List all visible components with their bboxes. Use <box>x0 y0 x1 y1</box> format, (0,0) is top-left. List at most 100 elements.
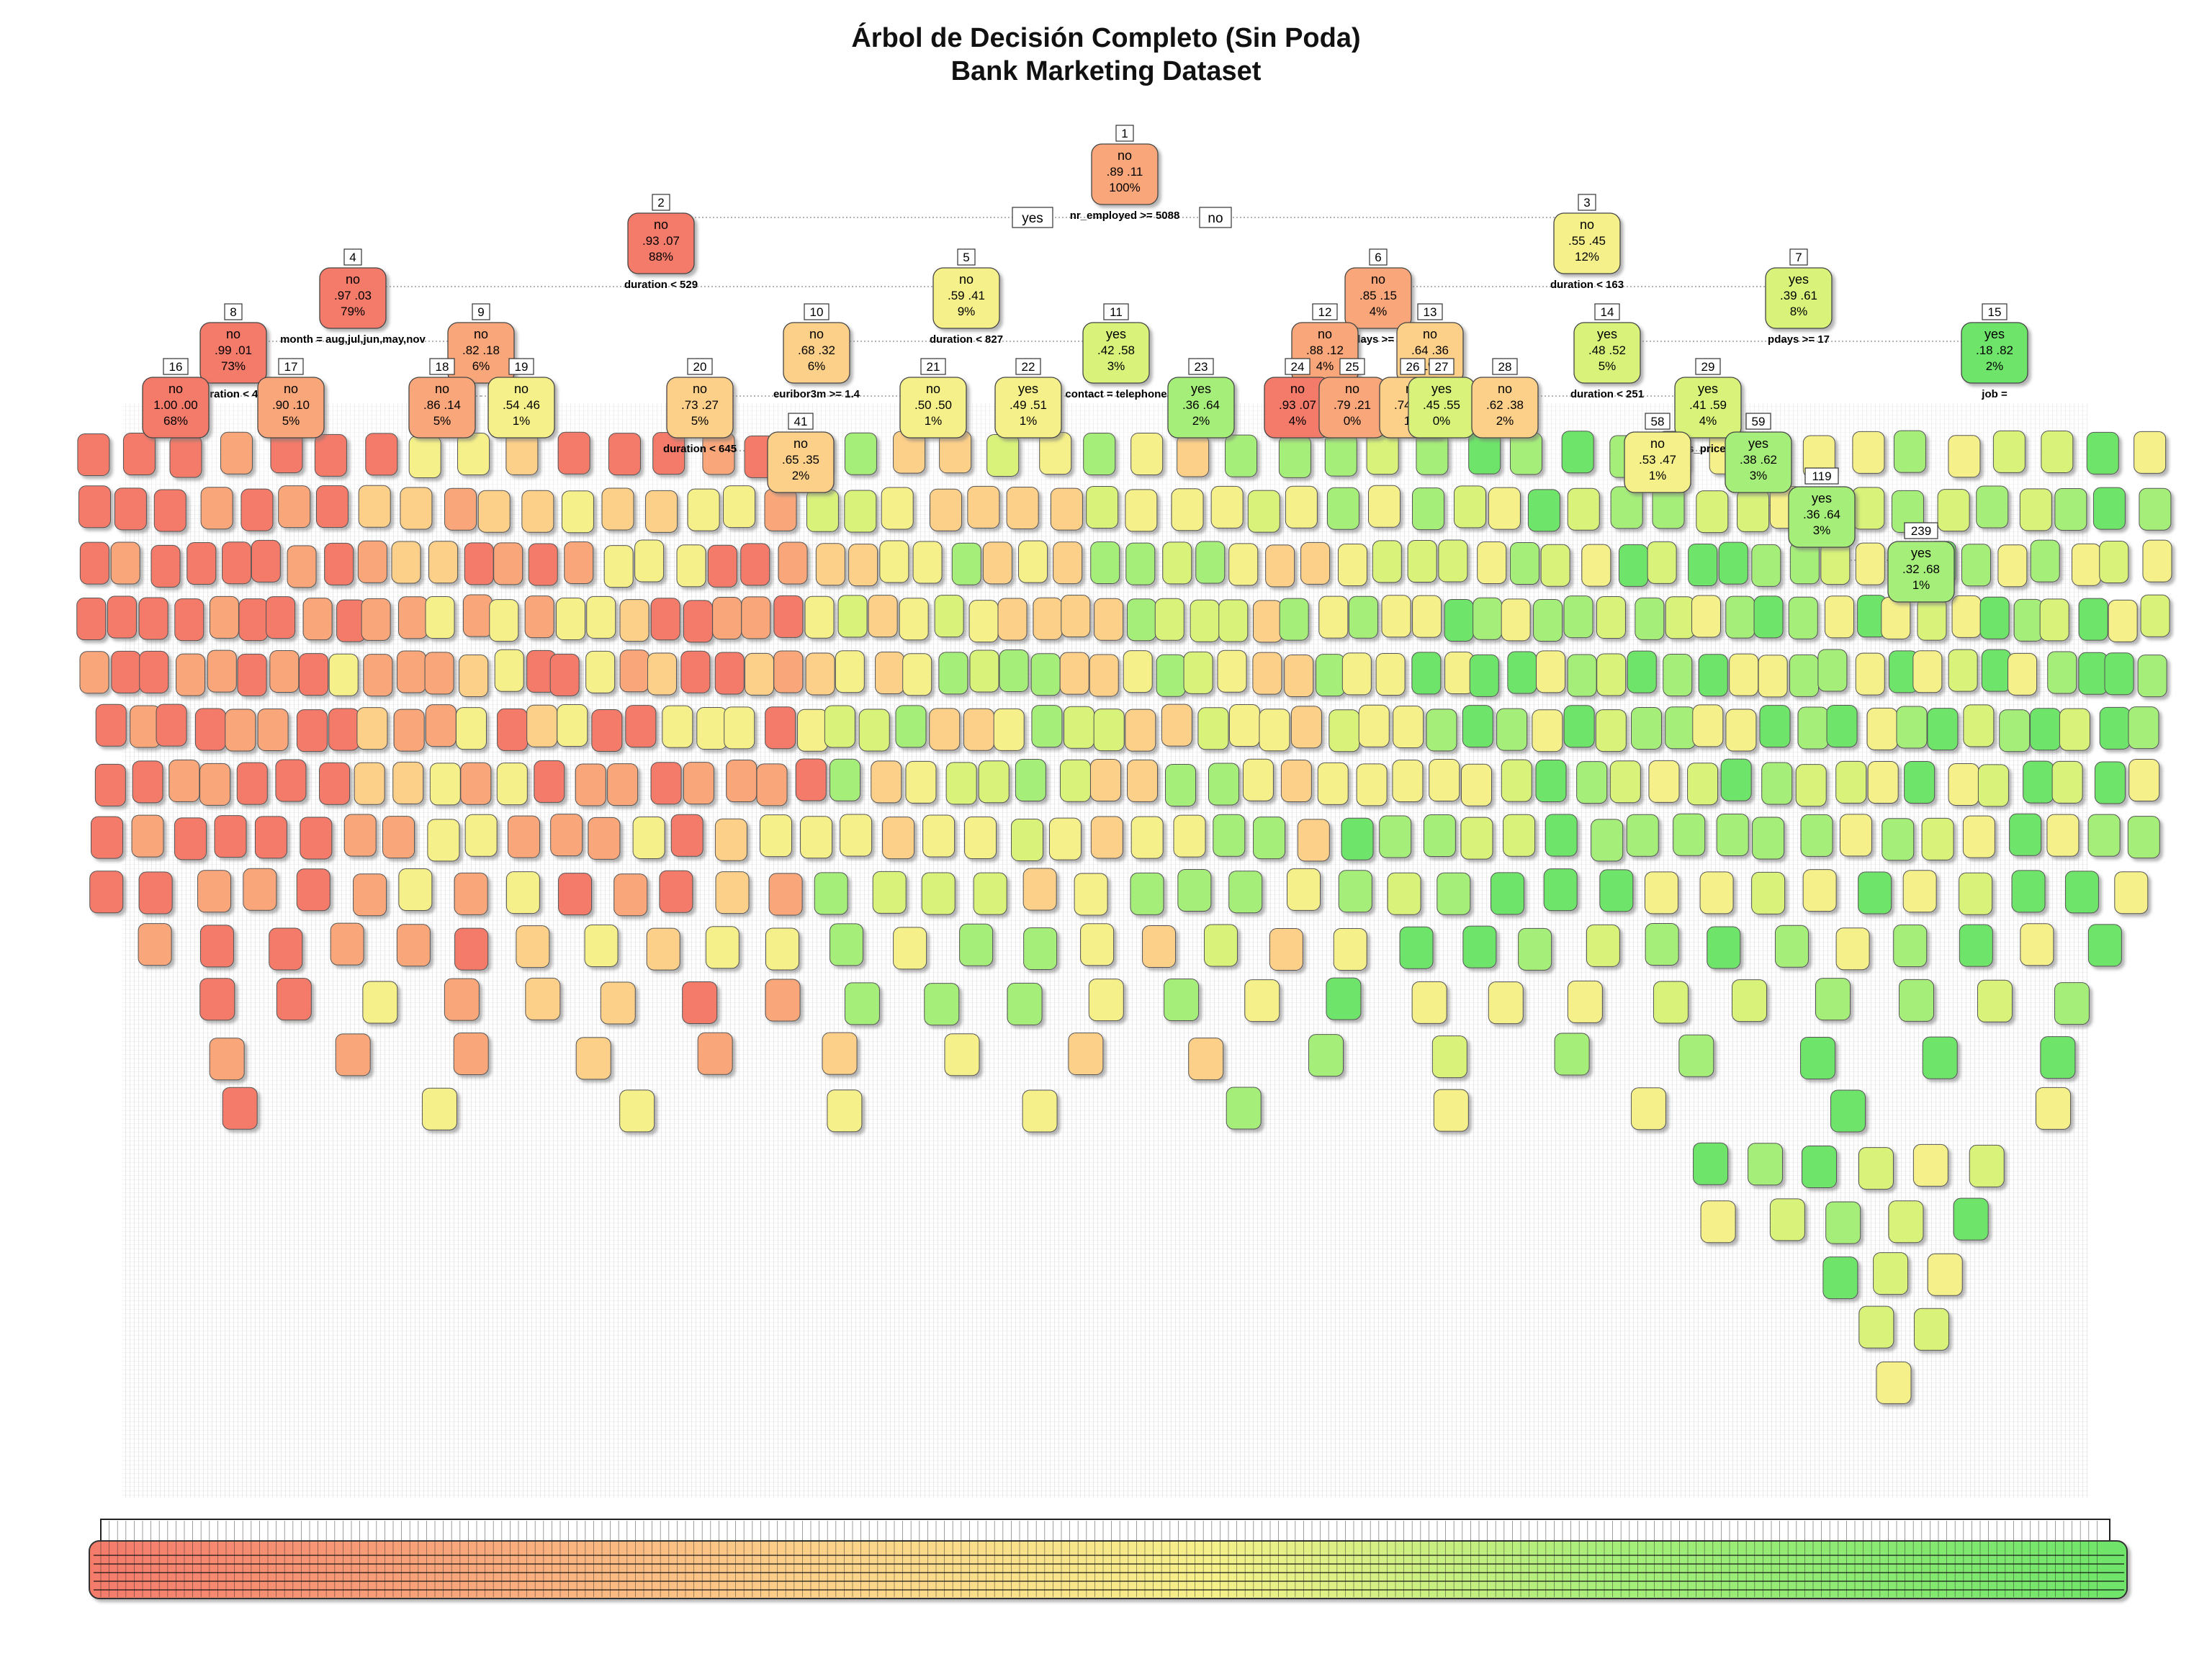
tree-node-box <box>1921 817 1954 860</box>
node-id-box <box>1982 303 2008 320</box>
node-probabilities: .64 .36 <box>1411 343 1449 357</box>
tree-node-box <box>1753 595 1784 639</box>
node-percent: 6% <box>472 359 490 373</box>
tree-node-box <box>534 760 565 803</box>
tree-node-box <box>1665 596 1695 639</box>
node-split-rule: duration < 827 <box>930 333 1003 346</box>
node-box <box>932 267 1000 329</box>
node-box <box>199 322 267 384</box>
node-id-box <box>1904 522 1938 539</box>
tree-node-box <box>1018 540 1048 583</box>
tree-node-box <box>871 760 902 804</box>
tree-node-box <box>421 1087 457 1130</box>
tree-node-box <box>1064 706 1095 749</box>
node-id: 18 <box>436 360 449 374</box>
node-probabilities: .85 .15 <box>1359 289 1397 302</box>
node-box <box>1471 377 1539 439</box>
tree-node-box <box>110 541 140 585</box>
tree-node-box <box>1969 1144 2005 1187</box>
tree-node-box <box>1433 1089 1469 1132</box>
tree-node-box <box>837 595 868 638</box>
tree-node-box <box>1226 1087 1262 1130</box>
tree-node-box <box>881 487 914 530</box>
tree-node-box <box>650 598 680 641</box>
tree-node-box <box>1496 708 1528 751</box>
tree-node-box <box>600 981 636 1025</box>
tree-node-box <box>222 1087 258 1130</box>
tree-node-box <box>107 595 137 639</box>
tree-node-box <box>209 1038 245 1081</box>
node-id-box <box>343 248 362 266</box>
tree-node-box <box>1059 759 1091 802</box>
node-percent: 5% <box>433 414 451 428</box>
node-probabilities: .41 .59 <box>1689 398 1727 412</box>
node-percent: 3% <box>1750 469 1768 482</box>
node-probabilities: .59 .41 <box>948 289 985 302</box>
tree-node-box <box>1127 759 1159 802</box>
tree-node-box <box>1074 873 1108 916</box>
node-id-box <box>278 358 304 375</box>
node-id: 20 <box>693 360 707 374</box>
tree-node-box <box>335 1033 371 1076</box>
tree-node-box <box>1976 485 2009 529</box>
tree-node-box <box>2059 708 2090 751</box>
tree-node-box <box>1835 760 1867 804</box>
tree-node-box <box>459 655 489 698</box>
node-percent: 6% <box>808 359 826 373</box>
tree-node-box <box>659 870 693 913</box>
tree-node-box <box>1532 709 1563 752</box>
node-probabilities: .68 .32 <box>798 343 835 357</box>
tree-node-box <box>1822 1256 1858 1300</box>
tree-node-box <box>1873 1252 1909 1295</box>
node-class: no <box>1650 436 1665 451</box>
tree-node-3: 3 no .55 .45 12% duration < 163 <box>1550 194 1624 291</box>
tree-node-box <box>214 815 247 858</box>
node-id: 6 <box>1375 251 1381 264</box>
tree-node-box <box>687 488 720 531</box>
tree-node-box <box>1678 1034 1714 1077</box>
node-id-box <box>920 358 946 375</box>
node-id-box <box>508 358 534 375</box>
tree-node-box <box>1123 650 1153 693</box>
node-probabilities: .18 .82 <box>1976 343 2013 357</box>
node-split-rule: month = aug,jul,jun,may,nov <box>280 333 426 346</box>
tree-node-box <box>76 598 107 641</box>
tree-node-box <box>1691 595 1721 638</box>
tree-node-box <box>200 487 233 530</box>
tree-node-box <box>902 653 932 696</box>
tree-node-box <box>997 598 1028 641</box>
tree-node-box <box>1535 760 1567 803</box>
node-box <box>1082 322 1150 384</box>
tree-node-box <box>1881 818 1915 861</box>
node-box <box>1788 486 1856 548</box>
tree-node-box <box>1412 595 1442 638</box>
tree-node-box <box>1284 655 1314 698</box>
node-box <box>899 377 967 439</box>
tree-node-box <box>938 652 968 695</box>
tree-node-box <box>525 977 561 1020</box>
tree-node-box <box>1393 706 1424 749</box>
tree-node-box <box>1326 487 1359 530</box>
tree-node-box <box>2013 598 2044 642</box>
tree-node-box <box>619 649 649 693</box>
tree-node-box <box>1269 927 1303 971</box>
tree-node-58: 58 no .53 .47 1% <box>1624 413 1691 493</box>
tree-node-box <box>682 981 718 1024</box>
node-id-box <box>1015 358 1041 375</box>
tree-node-box <box>1912 1143 1948 1187</box>
tree-node-box <box>269 649 300 693</box>
tree-node-box <box>1953 1197 1989 1241</box>
tree-node-box <box>1802 869 1837 912</box>
tree-node-box <box>895 705 927 748</box>
tree-node-box <box>1545 814 1578 857</box>
node-class: no <box>1318 327 1332 341</box>
tree-node-box <box>1937 489 1970 532</box>
node-id: 28 <box>1498 360 1512 374</box>
node-probabilities: .45 .55 <box>1423 398 1460 412</box>
tree-node-box <box>1228 704 1260 747</box>
tree-node-box <box>299 653 329 696</box>
tree-node-10: 10 no .68 .32 6% euribor3m >= 1.4 <box>773 303 860 400</box>
tree-node-box <box>967 485 1000 529</box>
tree-node-box <box>1631 706 1663 750</box>
tree-node-box <box>1912 650 1943 693</box>
